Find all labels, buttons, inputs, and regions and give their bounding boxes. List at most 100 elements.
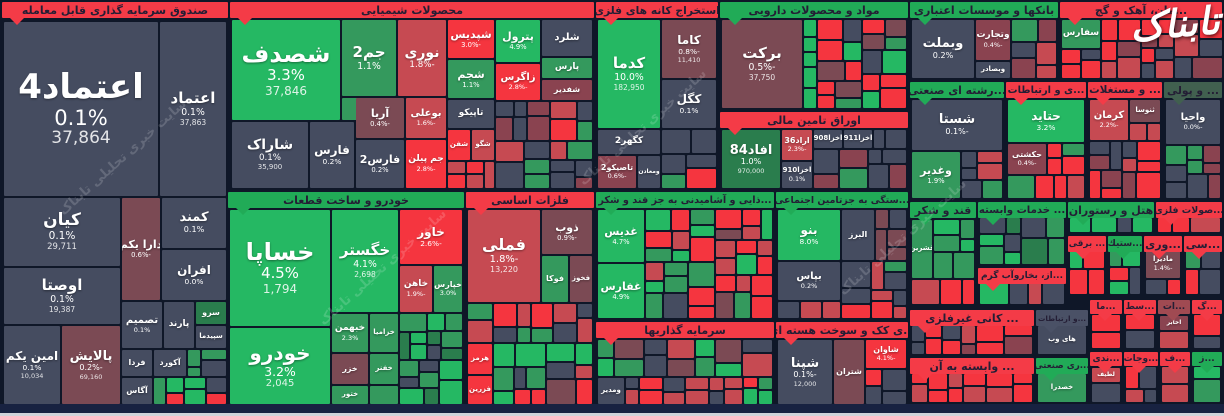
mosaic-tile[interactable] xyxy=(934,236,959,251)
mosaic-tile[interactable] xyxy=(737,276,750,291)
stock-tile[interactable]: وبملت 0.2% xyxy=(912,20,974,78)
mosaic-tile[interactable] xyxy=(547,380,575,404)
mosaic-tile[interactable] xyxy=(840,169,867,188)
mosaic-tile[interactable] xyxy=(1005,235,1020,251)
mosaic-tile[interactable] xyxy=(598,359,613,376)
mosaic-tile[interactable] xyxy=(1012,43,1035,57)
mosaic-tile[interactable] xyxy=(964,387,985,402)
mosaic-tile[interactable] xyxy=(686,378,708,389)
mosaic-tile[interactable] xyxy=(1090,171,1100,198)
mosaic-tile[interactable] xyxy=(1175,35,1198,56)
mosaic-tile[interactable] xyxy=(890,210,906,228)
mosaic-tile[interactable] xyxy=(528,102,549,115)
mosaic-tile[interactable] xyxy=(929,391,947,402)
mosaic-tile[interactable] xyxy=(689,263,714,286)
stock-tile[interactable]: خزامیا xyxy=(370,314,398,352)
mosaic-tile[interactable] xyxy=(494,368,513,390)
mosaic-tile[interactable] xyxy=(737,241,756,253)
stock-tile[interactable]: تاصیکو2 -0.6% xyxy=(598,156,636,188)
mosaic-tile[interactable] xyxy=(844,43,861,60)
mosaic-tile[interactable] xyxy=(1126,331,1154,348)
stock-tile[interactable]: آریا -0.4% xyxy=(356,98,404,138)
stock-tile[interactable]: شاراک 0.1% 35,900 xyxy=(232,122,308,188)
mosaic-tile[interactable] xyxy=(866,387,881,404)
mosaic-tile[interactable] xyxy=(758,257,772,274)
mosaic-tile[interactable] xyxy=(673,232,689,249)
mosaic-tile[interactable] xyxy=(468,321,492,342)
mosaic-tile[interactable] xyxy=(1142,20,1157,35)
mosaic-tile[interactable] xyxy=(744,389,757,404)
mosaic-tile[interactable] xyxy=(1200,20,1222,38)
mosaic-tile[interactable] xyxy=(687,169,716,188)
mosaic-tile[interactable] xyxy=(987,388,1012,402)
stock-tile[interactable]: امین یکم 0.1% 10,034 xyxy=(4,326,60,404)
mosaic-tile[interactable] xyxy=(1146,280,1166,294)
mosaic-tile[interactable] xyxy=(885,273,906,289)
mosaic-tile[interactable] xyxy=(962,152,976,167)
mosaic-tile[interactable] xyxy=(1036,176,1053,198)
mosaic-tile[interactable] xyxy=(840,150,867,167)
stock-tile[interactable]: شپدیس -3.0% xyxy=(448,20,494,58)
mosaic-tile[interactable] xyxy=(886,20,906,36)
mosaic-tile[interactable] xyxy=(823,302,840,318)
mosaic-tile[interactable] xyxy=(207,394,226,404)
mosaic-tile[interactable] xyxy=(448,162,465,173)
stock-tile[interactable]: شگو xyxy=(472,130,494,160)
mosaic-tile[interactable] xyxy=(869,150,881,163)
mosaic-tile[interactable] xyxy=(1063,144,1084,155)
mosaic-tile[interactable] xyxy=(912,280,939,304)
mosaic-tile[interactable] xyxy=(962,169,976,179)
mosaic-tile[interactable] xyxy=(1048,144,1061,157)
mosaic-tile[interactable] xyxy=(962,345,975,354)
stock-tile[interactable]: زاگرس -2.8% xyxy=(496,64,540,100)
mosaic-tile[interactable] xyxy=(468,304,492,319)
mosaic-tile[interactable] xyxy=(1200,270,1220,294)
mosaic-tile[interactable] xyxy=(551,142,566,159)
mosaic-tile[interactable] xyxy=(446,314,462,330)
mosaic-tile[interactable] xyxy=(514,118,526,140)
mosaic-tile[interactable] xyxy=(515,368,525,388)
stock-tile[interactable]: اخزا908 xyxy=(814,130,842,148)
mosaic-tile[interactable] xyxy=(1166,146,1186,164)
mosaic-tile[interactable] xyxy=(577,380,592,404)
mosaic-tile[interactable] xyxy=(400,378,418,387)
stock-tile[interactable]: ذوب -0.9% xyxy=(542,210,592,254)
stock-tile[interactable]: پترول 4.9% xyxy=(496,20,540,62)
mosaic-tile[interactable] xyxy=(1130,268,1140,294)
mosaic-tile[interactable] xyxy=(926,339,941,354)
mosaic-tile[interactable] xyxy=(1014,374,1032,383)
mosaic-tile[interactable] xyxy=(1090,156,1109,169)
mosaic-tile[interactable] xyxy=(1092,384,1120,402)
stock-tile[interactable]: وبصادر xyxy=(976,62,1010,78)
mosaic-tile[interactable] xyxy=(448,175,465,188)
mosaic-tile[interactable] xyxy=(1142,64,1154,78)
mosaic-tile[interactable] xyxy=(943,341,960,354)
mosaic-tile[interactable] xyxy=(983,181,1002,198)
mosaic-tile[interactable] xyxy=(551,120,576,140)
mosaic-tile[interactable] xyxy=(1043,282,1064,304)
mosaic-tile[interactable] xyxy=(980,247,1003,264)
mosaic-tile[interactable] xyxy=(961,220,974,238)
mosaic-tile[interactable] xyxy=(804,53,816,66)
mosaic-tile[interactable] xyxy=(894,291,906,305)
mosaic-tile[interactable] xyxy=(692,130,716,153)
mosaic-tile[interactable] xyxy=(876,230,886,260)
mosaic-tile[interactable] xyxy=(646,249,671,261)
mosaic-tile[interactable] xyxy=(716,210,741,228)
mosaic-tile[interactable] xyxy=(551,161,574,171)
mosaic-tile[interactable] xyxy=(804,89,816,108)
mosaic-tile[interactable] xyxy=(662,175,685,188)
mosaic-tile[interactable] xyxy=(662,155,685,173)
stock-tile[interactable]: آگاس xyxy=(122,378,152,404)
mosaic-tile[interactable] xyxy=(1123,142,1136,157)
mosaic-tile[interactable] xyxy=(1160,332,1188,348)
mosaic-tile[interactable] xyxy=(646,232,671,247)
mosaic-tile[interactable] xyxy=(400,314,426,331)
mosaic-tile[interactable] xyxy=(167,378,183,392)
mosaic-tile[interactable] xyxy=(400,361,418,376)
stock-tile[interactable]: سرو xyxy=(196,302,226,324)
mosaic-tile[interactable] xyxy=(716,276,735,291)
mosaic-tile[interactable] xyxy=(716,241,735,257)
mosaic-tile[interactable] xyxy=(818,20,842,39)
mosaic-tile[interactable] xyxy=(185,378,205,388)
